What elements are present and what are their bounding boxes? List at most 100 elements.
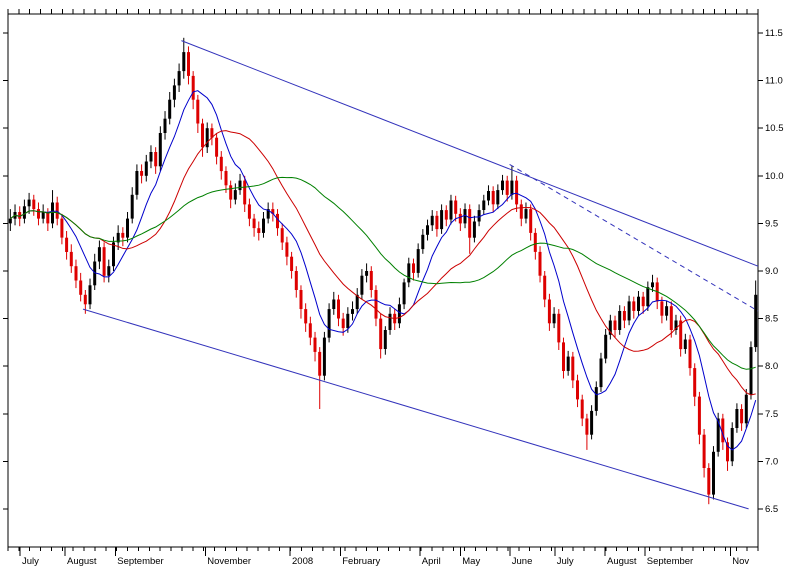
- candle-body: [730, 428, 734, 462]
- candle-body: [74, 266, 78, 281]
- candle-body: [697, 396, 701, 435]
- candle-body: [744, 394, 748, 424]
- candle-body: [604, 334, 608, 359]
- candle-body: [97, 247, 101, 262]
- candle-body: [22, 206, 26, 219]
- candle-body: [187, 52, 190, 76]
- candle-body: [229, 185, 233, 200]
- candle-body: [210, 128, 214, 138]
- candle-body: [332, 299, 336, 309]
- candle-body: [726, 442, 729, 462]
- time-axis-label: November: [207, 556, 251, 567]
- candle-body: [215, 137, 219, 157]
- time-axis-label: September: [117, 556, 163, 567]
- candle-body: [463, 209, 467, 224]
- candle-body: [121, 232, 125, 238]
- candle-body: [613, 320, 617, 330]
- candle-body: [683, 339, 687, 349]
- candle-body: [660, 301, 664, 316]
- candle-body: [233, 190, 237, 200]
- candle-body: [88, 285, 92, 305]
- time-axis-label: April: [422, 556, 441, 567]
- candle-body: [627, 301, 631, 321]
- candle-body: [322, 337, 326, 376]
- ma-line-slow-green: [10, 176, 756, 370]
- candle-body: [144, 161, 148, 176]
- candle-body: [524, 209, 528, 219]
- price-axis-label: 9.5: [765, 218, 778, 229]
- ma-line-fast-blue: [10, 90, 757, 451]
- candle-body: [257, 228, 261, 233]
- candle-body: [740, 409, 744, 424]
- candle-body: [116, 232, 120, 243]
- candle-body: [355, 294, 359, 310]
- candle-body: [552, 313, 556, 324]
- candle-body: [238, 180, 242, 191]
- candle-body: [402, 282, 406, 305]
- candle-body: [388, 313, 392, 330]
- candle-body: [707, 468, 711, 495]
- candle-body: [571, 356, 575, 381]
- candle-body: [271, 209, 275, 214]
- trendline-upper-channel: [181, 40, 759, 267]
- candle-body: [482, 200, 486, 210]
- candle-body: [576, 380, 579, 400]
- candle-body: [749, 347, 753, 395]
- candle-body: [219, 156, 223, 172]
- candle-body: [646, 287, 650, 307]
- candle-body: [163, 118, 167, 133]
- candle-body: [580, 399, 584, 419]
- candle-body: [299, 290, 303, 309]
- candle-body: [702, 434, 706, 468]
- price-axis-label: 6.5: [765, 504, 778, 515]
- candle-body: [168, 99, 172, 119]
- candle-body: [290, 256, 294, 271]
- candle-body: [426, 225, 429, 235]
- candle-body: [351, 309, 354, 314]
- candle-body: [557, 313, 561, 343]
- price-axis-label: 10.0: [765, 171, 784, 182]
- candle-body: [294, 271, 298, 290]
- candle-body: [158, 133, 162, 167]
- candle-body: [172, 85, 176, 100]
- time-axis-label: May: [462, 556, 480, 567]
- candle-body: [618, 311, 622, 330]
- candle-body: [754, 294, 758, 348]
- candle-body: [412, 263, 415, 273]
- price-axis-label: 11.0: [765, 76, 783, 87]
- price-axis-label: 7.0: [765, 456, 778, 467]
- candle-body: [515, 180, 519, 205]
- candle-body: [716, 418, 720, 452]
- candle-body: [721, 418, 725, 443]
- candle-body: [688, 339, 692, 369]
- time-axis-label: August: [607, 556, 637, 567]
- candle-body: [491, 191, 495, 205]
- candle-body: [346, 313, 350, 329]
- candle-body: [529, 209, 533, 233]
- candle-body: [468, 209, 472, 238]
- candle-body: [360, 275, 364, 295]
- candle-body: [247, 204, 251, 219]
- candle-body: [252, 218, 256, 229]
- candle-body: [83, 294, 87, 305]
- candle-body: [308, 323, 312, 338]
- candle-body: [51, 202, 54, 224]
- candle-body: [37, 209, 40, 219]
- candle-body: [102, 247, 106, 276]
- candle-body: [191, 75, 195, 100]
- candle-body: [519, 204, 523, 219]
- candle-body: [32, 199, 36, 210]
- candle-body: [510, 180, 514, 195]
- candle-body: [224, 171, 228, 186]
- candle-body: [693, 368, 697, 397]
- candle-body: [430, 215, 434, 226]
- candle-body: [458, 213, 462, 224]
- candle-body: [135, 171, 139, 195]
- time-axis-label: Nov: [732, 556, 749, 567]
- candle-body: [501, 180, 504, 191]
- candle-body: [487, 191, 490, 201]
- candle-body: [651, 282, 654, 288]
- candle-body: [18, 212, 22, 219]
- price-axis-label: 9.0: [765, 266, 778, 277]
- time-axis-label: February: [342, 556, 380, 567]
